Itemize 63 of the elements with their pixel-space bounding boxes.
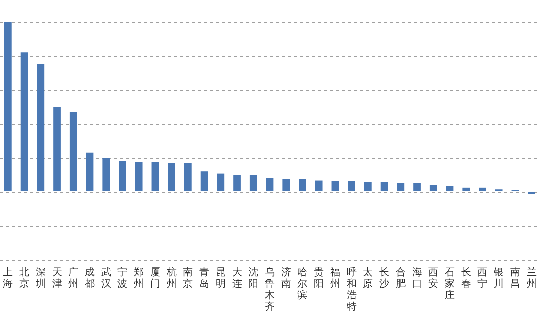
bar (430, 185, 438, 192)
bar (266, 178, 274, 192)
bar (152, 162, 160, 192)
x-tick-label: 昆明 (216, 267, 226, 290)
x-tick-label: 银川 (493, 267, 504, 290)
x-tick-label: 厦门 (150, 267, 160, 290)
bar (168, 163, 176, 192)
bar (250, 176, 258, 192)
x-tick-label: 长春 (461, 266, 472, 290)
x-tick-label: 福州 (330, 266, 340, 290)
x-tick-label: 哈尔滨 (298, 266, 308, 302)
bar (299, 179, 306, 192)
x-tick-label: 大连 (232, 266, 242, 290)
x-tick-label: 广州 (68, 266, 79, 290)
x-tick-label: 上海 (3, 266, 14, 290)
bar (54, 107, 61, 192)
bar (20, 52, 28, 192)
x-tick-label: 宁波 (118, 266, 128, 290)
x-tick-label: 杭州 (166, 266, 177, 290)
bar (184, 163, 192, 192)
bar (200, 172, 208, 192)
x-tick-label: 乌鲁木齐 (265, 266, 275, 313)
x-tick-label: 青岛 (200, 266, 210, 290)
x-tick-label: 长沙 (380, 266, 390, 290)
bar (397, 184, 405, 192)
x-tick-label: 太原 (363, 266, 374, 290)
x-tick-label: 呼和浩特 (346, 266, 357, 313)
x-tick-label: 成都 (85, 266, 95, 290)
x-tick-label: 西安 (428, 267, 439, 290)
x-tick-label: 兰州 (526, 266, 537, 290)
x-tick-label: 海口 (412, 266, 422, 290)
bar (315, 180, 323, 192)
bar (414, 184, 421, 192)
bar (348, 181, 356, 192)
bar (102, 158, 110, 192)
x-tick-label: 深圳 (34, 266, 46, 290)
bar (86, 152, 94, 192)
bar (217, 174, 225, 192)
bar (119, 161, 126, 192)
x-tick-label: 北京 (20, 266, 30, 290)
x-tick-label: 贵阳 (314, 266, 324, 290)
x-tick-label: 合肥 (396, 266, 406, 290)
x-tick-label: 济南 (281, 266, 292, 290)
bar (332, 181, 340, 192)
x-tick-label: 天津 (52, 267, 62, 290)
x-tick-label: 武汉 (101, 266, 112, 290)
x-tick-label: 石家庄 (445, 267, 455, 302)
bar (282, 179, 290, 192)
bar (364, 182, 372, 192)
bar (135, 162, 143, 192)
bar (234, 176, 241, 192)
x-tick-label: 南昌 (510, 266, 520, 290)
x-tick-label: 西宁 (478, 267, 488, 290)
x-tick-label: 郑州 (134, 266, 144, 290)
bar (479, 188, 486, 192)
bar (462, 188, 470, 192)
x-tick-label: 南京 (183, 266, 194, 290)
bar (4, 22, 12, 192)
x-tick-label: 沈阳 (248, 266, 259, 290)
bar (446, 186, 454, 192)
bar (70, 112, 78, 192)
bar (37, 64, 45, 192)
bar (380, 182, 388, 192)
